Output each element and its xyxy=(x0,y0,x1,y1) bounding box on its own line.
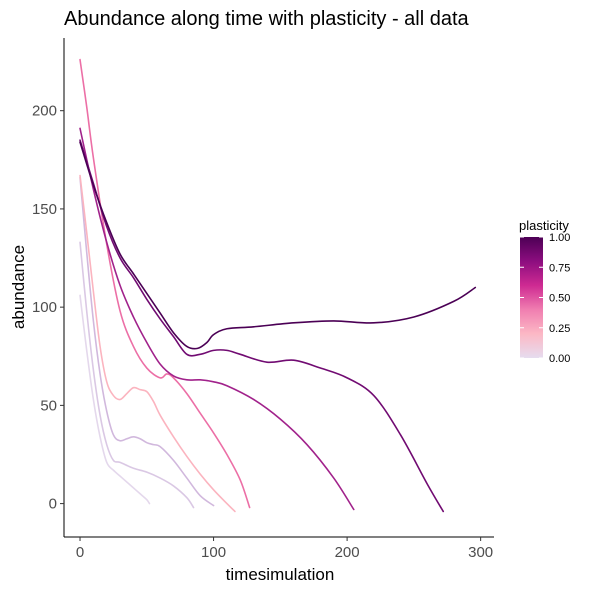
y-tick-label: 200 xyxy=(32,103,57,120)
x-tick-label: 300 xyxy=(468,544,493,561)
legend-tick-label: 0.75 xyxy=(549,262,570,274)
chart-title: Abundance along time with plasticity - a… xyxy=(64,8,470,30)
y-tick-label: 0 xyxy=(49,496,57,513)
series-line xyxy=(79,58,251,509)
legend-tick-label: 0.00 xyxy=(549,353,570,365)
series-line xyxy=(79,141,477,350)
legend-tick-label: 0.50 xyxy=(549,293,570,305)
y-tick-label: 100 xyxy=(32,299,57,316)
legend: plasticity 1.00 0.75 0.50 0.25 0.00 xyxy=(519,218,570,365)
plot-area: 0 100 200 300 0 50 100 150 200 xyxy=(32,38,494,561)
x-tick-label: 0 xyxy=(76,544,84,561)
series-line xyxy=(79,241,195,509)
legend-ticks: 1.00 0.75 0.50 0.25 0.00 xyxy=(520,232,570,365)
series-line xyxy=(79,294,151,505)
series-line xyxy=(79,139,445,513)
legend-tick-label: 1.00 xyxy=(549,232,570,244)
y-tick-label: 50 xyxy=(40,397,57,414)
series-line xyxy=(79,176,215,507)
series-line xyxy=(79,174,236,513)
x-axis-label: timesimulation xyxy=(226,565,335,584)
series-line xyxy=(79,127,355,511)
y-tick-label: 150 xyxy=(32,201,57,218)
legend-title: plasticity xyxy=(519,218,569,233)
x-tick-label: 200 xyxy=(335,544,360,561)
x-tick-label: 100 xyxy=(201,544,226,561)
legend-tick-label: 0.25 xyxy=(549,323,570,335)
y-axis-label: abundance xyxy=(9,245,28,329)
legend-colorbar xyxy=(520,237,543,358)
